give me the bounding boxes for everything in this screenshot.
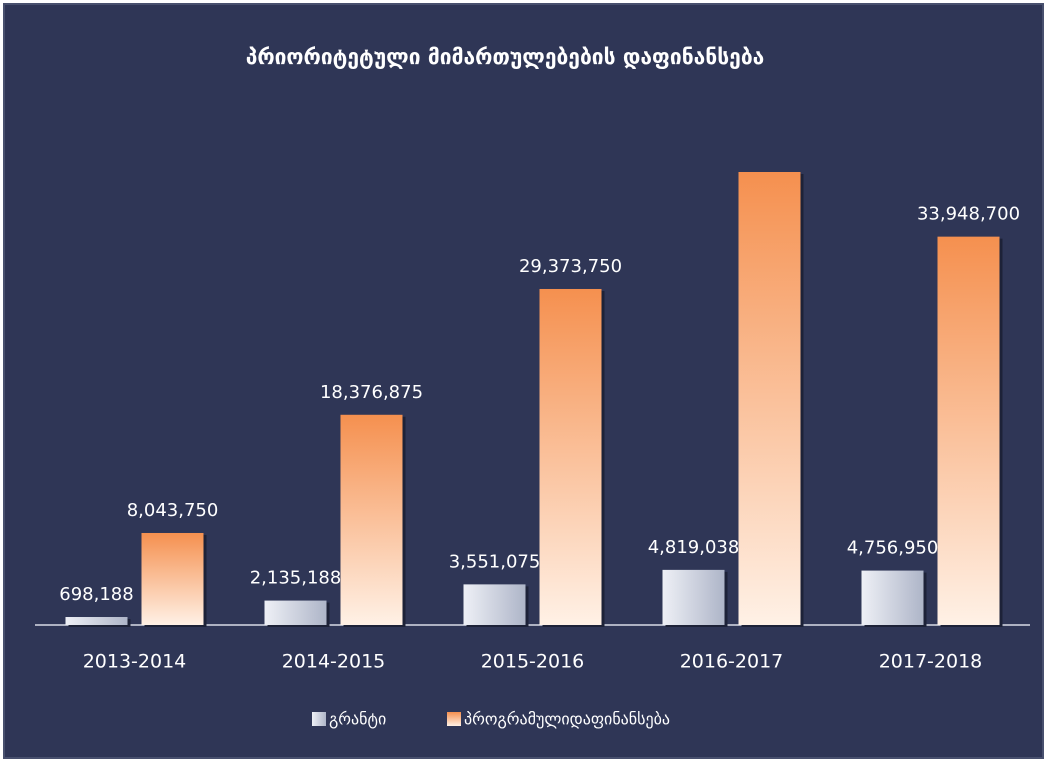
data-label: 8,043,750 [127,500,219,521]
bar [937,236,1000,625]
legend-swatch [312,712,326,726]
bar [861,570,924,625]
data-label: 4,756,950 [847,538,939,559]
x-tick-label: 2017-2018 [879,651,983,673]
legend-label: გრანტი [329,710,386,729]
x-tick-label: 2016-2017 [680,651,784,673]
bar [463,584,526,625]
legend-label: პროგრამულიდაფინანსება [464,710,670,729]
data-label: 698,188 [59,584,133,605]
data-label: 3,551,075 [449,551,541,572]
data-label: 33,948,700 [917,204,1020,225]
bar [141,532,204,625]
bar [738,172,801,625]
background [3,3,1044,759]
data-label: 29,373,750 [519,256,622,277]
data-label: 4,819,038 [648,537,740,558]
x-tick-label: 2013-2014 [83,651,187,673]
bar [264,600,327,625]
legend-swatch [447,712,461,726]
x-tick-label: 2015-2016 [481,651,585,673]
data-label: 18,376,875 [320,382,423,403]
bar [662,569,725,625]
x-tick-label: 2014-2015 [282,651,386,673]
bar [65,617,128,625]
bar [539,288,602,625]
bar [340,414,403,625]
chart-title: პრიორიტეტული მიმართულებების დაფინანსება [246,45,765,69]
data-label: 2,135,188 [250,568,342,589]
